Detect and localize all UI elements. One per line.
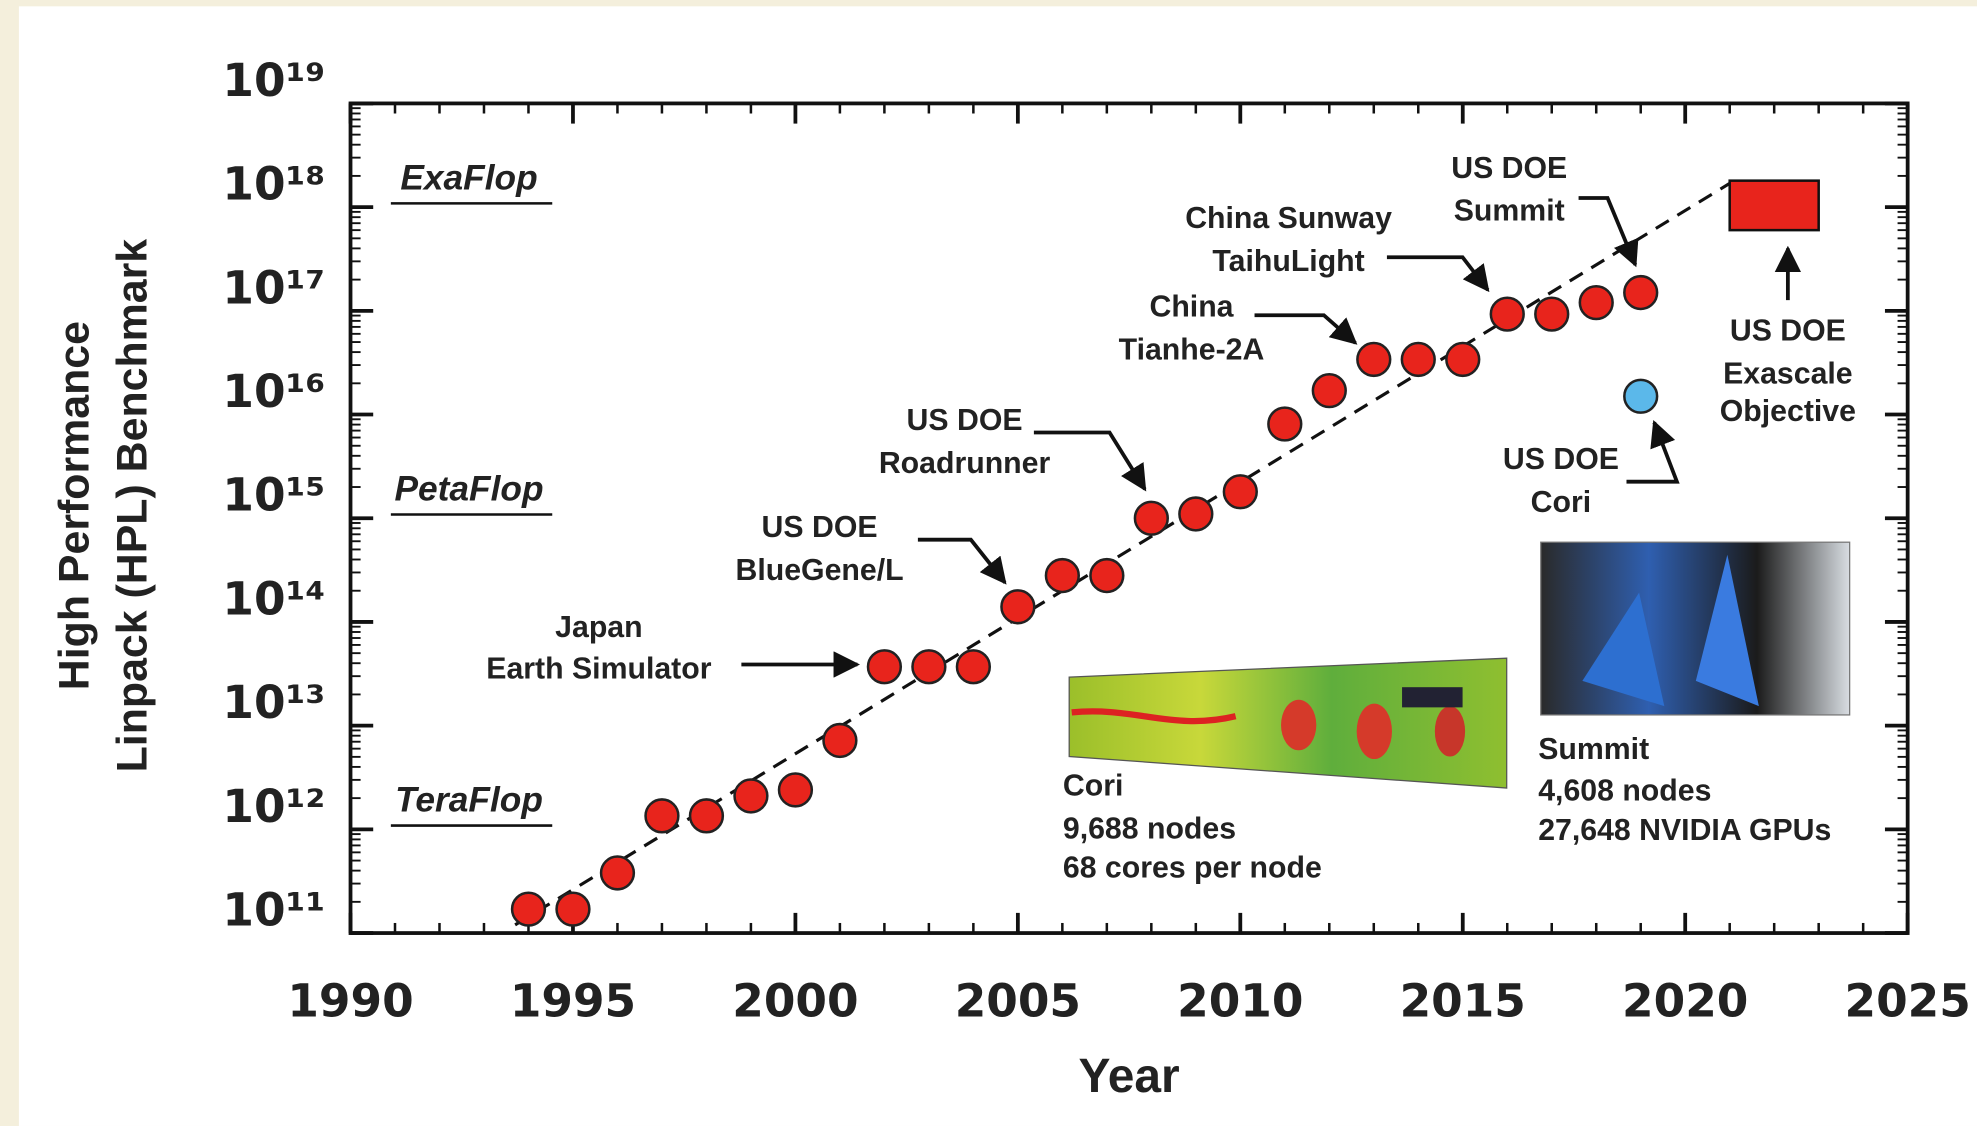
annotation: Cori xyxy=(1531,486,1592,519)
summit-photo xyxy=(1541,542,1850,715)
annotation: US DOE xyxy=(1451,152,1567,185)
x-tick-label: 2000 xyxy=(732,974,858,1027)
data-point xyxy=(1313,374,1346,407)
data-point xyxy=(1046,559,1079,592)
data-point xyxy=(1090,559,1123,592)
annotation: BlueGene/L xyxy=(736,554,904,587)
y-tick-label: 10¹⁹ xyxy=(222,54,325,107)
data-point xyxy=(912,650,945,683)
x-tick-label: 2020 xyxy=(1622,974,1748,1027)
annotation: Tianhe-2A xyxy=(1119,333,1265,366)
x-tick-label: 1995 xyxy=(510,974,636,1027)
data-point xyxy=(1402,343,1435,376)
y-axis-label: High Performance xyxy=(50,321,98,690)
annotation: US DOE xyxy=(762,511,878,544)
annotation: Roadrunner xyxy=(879,447,1051,480)
data-point xyxy=(1001,590,1034,623)
photo-caption: 27,648 NVIDIA GPUs xyxy=(1538,814,1831,847)
photo-caption: 4,608 nodes xyxy=(1538,775,1711,808)
data-point xyxy=(1624,380,1657,413)
data-point xyxy=(690,799,723,832)
y-tick-label: 10¹⁶ xyxy=(222,365,325,418)
chart: 1990 1995 2000 2005 2010 2015 2020 2025 10¹¹ 10¹²… xyxy=(0,0,1977,1126)
annotation: Exascale xyxy=(1723,357,1853,390)
x-tick-label: 1990 xyxy=(287,974,413,1027)
x-axis-label: Year xyxy=(1078,1050,1179,1103)
annotation: US DOE xyxy=(907,404,1023,437)
data-point xyxy=(1179,498,1212,531)
y-tick-label: 10¹² xyxy=(222,780,325,833)
annotation: US DOE xyxy=(1503,443,1619,476)
level-label: ExaFlop xyxy=(400,158,537,197)
annotation: Earth Simulator xyxy=(486,652,711,685)
y-tick-label: 10¹⁴ xyxy=(222,572,325,625)
annotation: US DOE xyxy=(1730,314,1846,347)
data-point xyxy=(1357,343,1390,376)
x-tick-label: 2025 xyxy=(1845,974,1971,1027)
annotation: Objective xyxy=(1720,395,1856,428)
data-point xyxy=(735,780,768,813)
data-point xyxy=(646,799,679,832)
data-point xyxy=(601,857,634,890)
data-point xyxy=(1268,408,1301,441)
annotation: China xyxy=(1149,291,1234,324)
y-tick-label: 10¹⁷ xyxy=(222,261,325,314)
data-point xyxy=(557,893,590,926)
data-point xyxy=(512,893,545,926)
data-point xyxy=(1535,298,1568,331)
data-point xyxy=(1224,475,1257,508)
y-tick-label: 10¹¹ xyxy=(222,883,325,936)
photo-caption: 9,688 nodes xyxy=(1063,812,1236,845)
data-point xyxy=(1446,343,1479,376)
data-point xyxy=(824,724,857,757)
y-tick-label: 10¹⁸ xyxy=(222,158,325,211)
photo-caption: 68 cores per node xyxy=(1063,852,1322,885)
photo-caption: Summit xyxy=(1538,733,1649,766)
x-tick-label: 2005 xyxy=(955,974,1081,1027)
target-box xyxy=(1730,181,1819,230)
data-point xyxy=(1491,298,1524,331)
annotation: Summit xyxy=(1454,195,1565,228)
annotation: TaihuLight xyxy=(1212,245,1364,278)
y-tick-label: 10¹³ xyxy=(222,676,325,729)
level-label: PetaFlop xyxy=(395,470,544,509)
annotation: China Sunway xyxy=(1185,202,1392,235)
x-tick-label: 2010 xyxy=(1177,974,1303,1027)
data-point xyxy=(957,650,990,683)
data-point xyxy=(779,774,812,807)
y-tick-label: 10¹⁵ xyxy=(222,469,325,522)
data-point xyxy=(1580,286,1613,319)
x-tick-label: 2015 xyxy=(1400,974,1526,1027)
data-point xyxy=(1624,276,1657,309)
level-label: TeraFlop xyxy=(395,781,543,820)
data-point xyxy=(868,650,901,683)
photo-caption: Cori xyxy=(1063,770,1124,803)
data-point xyxy=(1135,502,1168,535)
y-axis-label: Linpack (HPL) Benchmark xyxy=(108,239,156,773)
annotation: Japan xyxy=(555,611,642,644)
